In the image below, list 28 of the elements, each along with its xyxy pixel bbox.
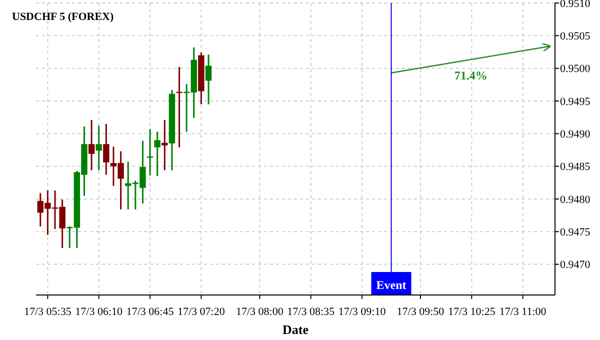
candlestick	[103, 123, 110, 176]
y-tick-label: 0.9505	[560, 30, 591, 43]
candlestick	[96, 125, 102, 171]
x-tick-label: 17/3 06:10	[75, 306, 124, 318]
x-tick-label: 17/3 09:10	[338, 306, 386, 318]
annotation: 71.4%	[454, 68, 488, 83]
y-tick-label: 0.9490	[560, 128, 591, 140]
x-tick-label: 17/3 08:00	[236, 306, 284, 318]
text: USDCHF 5 (FOREX)	[12, 11, 114, 23]
x-tick-label: 17/3 08:35	[287, 306, 336, 318]
y-tick-label: 0.9475	[560, 226, 591, 238]
x-tick-label: 17/3 06:45	[126, 306, 174, 318]
candlestick	[205, 54, 212, 106]
x-tick-label: 17/3 10:25	[448, 306, 496, 318]
x-tick-label: 17/3 07:20	[178, 306, 226, 318]
candlestick	[154, 130, 160, 177]
candlestick	[88, 119, 95, 171]
x-tick-label: 17/3 11:00	[499, 306, 547, 318]
candlestick	[162, 119, 168, 171]
x-axis-title: Date	[282, 322, 309, 337]
y-tick-label: 0.9485	[560, 161, 591, 174]
x-tick-label: 17/3 09:50	[396, 306, 445, 318]
ref-line-label: Event	[376, 278, 406, 292]
y-tick-label: 0.9500	[560, 63, 591, 76]
y-tick-label: 0.9495	[560, 96, 591, 108]
x-tick-label: 17/3 05:35	[24, 306, 72, 318]
y-tick-label: 0.9470	[560, 259, 591, 272]
y-tick-label: 0.9480	[560, 194, 591, 206]
